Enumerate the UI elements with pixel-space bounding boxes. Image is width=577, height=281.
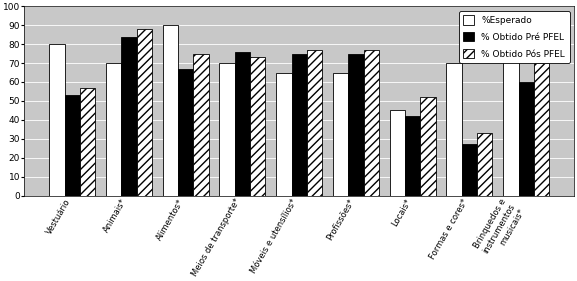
Bar [364,50,379,196]
Legend: %Esperado, % Obtido Pré PFEL, % Obtido Pós PFEL: %Esperado, % Obtido Pré PFEL, % Obtido P… [459,11,569,63]
Bar [235,52,250,196]
Bar [276,72,291,196]
Bar [163,25,178,196]
Bar [106,63,121,196]
Bar [477,133,492,196]
Bar [219,63,235,196]
Bar [503,35,519,196]
Bar [121,37,137,196]
Bar [250,57,265,196]
Bar [389,110,405,196]
Bar [65,95,80,196]
Bar [462,144,477,196]
Bar [421,97,436,196]
Bar [519,82,534,196]
Bar [178,69,193,196]
Bar [307,50,322,196]
Bar [49,44,65,196]
Bar [405,116,421,196]
Bar [447,63,462,196]
Bar [193,54,209,196]
Bar [137,29,152,196]
Bar [333,72,349,196]
Bar [349,54,364,196]
Bar [291,54,307,196]
Bar [534,63,549,196]
Bar [80,88,95,196]
